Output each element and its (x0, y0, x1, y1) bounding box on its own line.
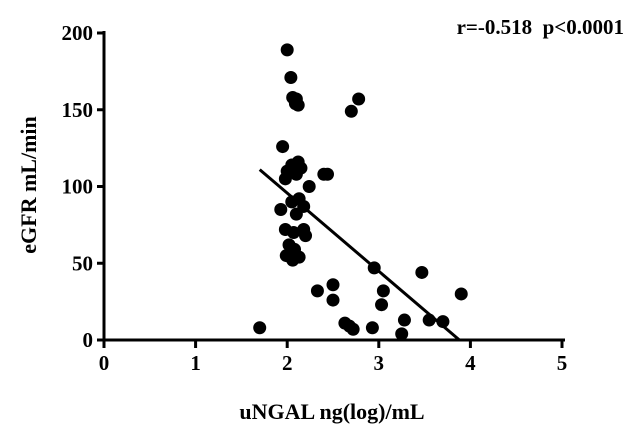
data-point (344, 104, 358, 118)
data-point (302, 180, 316, 193)
y-tick-label: 200 (62, 21, 94, 45)
data-point (253, 321, 267, 335)
data-point (278, 172, 292, 186)
data-point (326, 293, 340, 307)
data-point (395, 327, 409, 341)
x-tick-label: 2 (282, 351, 293, 375)
data-point (454, 287, 468, 301)
y-axis-title: eGFR mL/min (16, 116, 41, 254)
data-point (326, 278, 340, 292)
x-axis-title: uNGAL ng(log)/mL (239, 399, 424, 424)
data-point (291, 98, 305, 112)
data-point (280, 43, 294, 57)
y-ticks: 0 50 100 150 200 (62, 21, 104, 352)
plot-area (253, 43, 468, 342)
x-tick-label: 5 (557, 351, 568, 375)
data-point (365, 321, 379, 335)
data-point (276, 140, 290, 154)
y-tick-label: 0 (83, 328, 94, 352)
data-point (376, 284, 390, 298)
regression-line (258, 168, 461, 342)
data-point (346, 322, 360, 336)
data-point (289, 207, 303, 221)
correlation-annotation: r=-0.518 p<0.0001 (457, 15, 624, 39)
data-point (284, 71, 298, 85)
x-tick-label: 0 (99, 351, 110, 375)
y-tick-label: 150 (62, 98, 94, 122)
data-point (397, 313, 411, 327)
y-tick-label: 50 (72, 251, 93, 275)
data-point (310, 284, 324, 298)
data-point (352, 92, 366, 106)
x-tick-label: 3 (374, 351, 385, 375)
data-point (321, 167, 335, 181)
data-point (287, 226, 301, 240)
data-point (299, 229, 313, 243)
data-point (274, 203, 288, 217)
data-point (375, 298, 389, 312)
data-point (415, 265, 429, 279)
x-tick-label: 1 (190, 351, 201, 375)
data-point (289, 167, 303, 181)
x-ticks: 0 1 2 3 4 5 (99, 340, 568, 375)
data-point (292, 250, 306, 264)
x-tick-label: 4 (465, 351, 476, 375)
y-tick-label: 100 (62, 175, 94, 199)
